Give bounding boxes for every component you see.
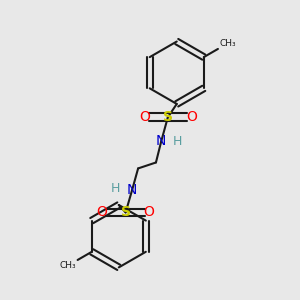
Text: CH₃: CH₃ [59,261,76,270]
Text: O: O [97,206,108,219]
Text: O: O [144,206,154,219]
Text: N: N [156,134,166,148]
Text: S: S [163,110,173,124]
Text: H: H [173,135,183,148]
Text: CH₃: CH₃ [219,39,236,48]
Text: N: N [127,183,137,197]
Text: S: S [121,206,130,219]
Text: O: O [186,110,197,124]
Text: H: H [110,182,120,195]
Text: O: O [139,110,150,124]
